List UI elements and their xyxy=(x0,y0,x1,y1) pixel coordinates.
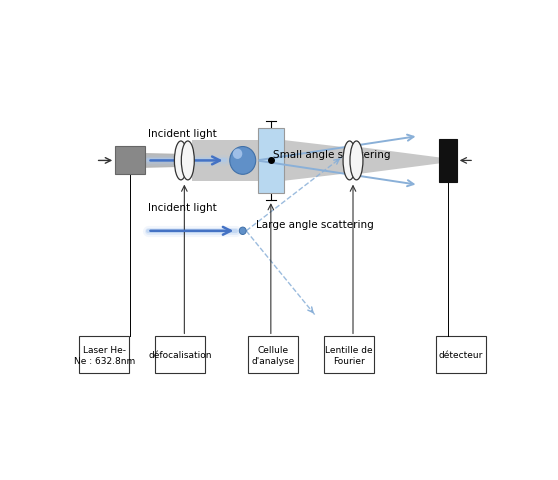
Bar xyxy=(248,336,298,373)
Polygon shape xyxy=(146,154,176,168)
Text: Large angle scattering: Large angle scattering xyxy=(256,220,373,229)
Text: Incident light: Incident light xyxy=(147,203,217,213)
Ellipse shape xyxy=(175,142,187,180)
Ellipse shape xyxy=(239,228,246,235)
Bar xyxy=(258,129,284,193)
Bar xyxy=(155,336,205,373)
Bar xyxy=(79,336,129,373)
Text: détecteur: détecteur xyxy=(439,350,483,360)
Text: défocalisation: défocalisation xyxy=(148,350,212,360)
Bar xyxy=(440,140,457,182)
Polygon shape xyxy=(284,141,344,181)
Text: Laser He-
Ne : 632.8nm: Laser He- Ne : 632.8nm xyxy=(74,346,135,365)
Ellipse shape xyxy=(233,149,242,160)
Text: Incident light: Incident light xyxy=(147,129,217,139)
Ellipse shape xyxy=(181,142,194,180)
Bar xyxy=(324,336,373,373)
Polygon shape xyxy=(361,148,440,174)
Text: Small angle scattering: Small angle scattering xyxy=(273,149,391,159)
Ellipse shape xyxy=(343,142,356,180)
Bar xyxy=(115,147,146,175)
Text: Lentille de
Fourier: Lentille de Fourier xyxy=(325,346,373,365)
Ellipse shape xyxy=(230,147,256,175)
Ellipse shape xyxy=(350,142,363,180)
Text: Cellule
d'analyse: Cellule d'analyse xyxy=(251,346,295,365)
Bar xyxy=(436,336,486,373)
Polygon shape xyxy=(192,141,258,181)
